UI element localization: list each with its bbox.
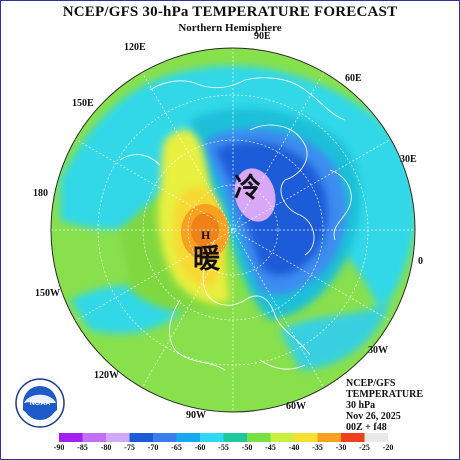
lon-label-180: 180: [33, 188, 48, 199]
page-title: NCEP/GFS 30-hPa TEMPERATURE FORECAST: [62, 4, 398, 20]
temperature-field: [51, 48, 415, 412]
colorbar-tick-label: -75: [124, 443, 135, 452]
colorbar-swatch: [341, 433, 365, 442]
lon-label-30w: 30W: [368, 345, 388, 356]
colorbar-swatch: [294, 433, 318, 442]
noaa-logo-text: NOAA: [30, 400, 51, 407]
noaa-logo: NOAA: [15, 378, 65, 428]
colorbar-tick-label: -85: [77, 443, 88, 452]
lon-label-60e: 60E: [345, 73, 362, 84]
colorbar-tick-label: -80: [100, 443, 112, 452]
lon-label-90e: 90E: [254, 31, 271, 42]
info-run: 00Z + f48: [346, 422, 387, 433]
cold-label: 冷: [234, 173, 261, 204]
colorbar-tick-label: -65: [171, 443, 182, 452]
lon-label-0: 0: [418, 256, 423, 267]
colorbar-tick-label: -25: [359, 443, 370, 452]
colorbar-swatch: [317, 433, 341, 442]
lon-label-120w: 120W: [94, 370, 119, 381]
lon-label-150e: 150E: [72, 98, 94, 109]
page-subtitle: Northern Hemisphere: [178, 22, 282, 34]
colorbar: [59, 433, 388, 442]
colorbar-swatch: [59, 433, 83, 442]
lon-label-150w: 150W: [35, 288, 60, 299]
colorbar-tick-label: -70: [147, 443, 159, 452]
colorbar-swatch: [129, 433, 153, 442]
info-level: 30 hPa: [346, 400, 376, 411]
colorbar-tick-label: -60: [194, 443, 206, 452]
info-variable: TEMPERATURE: [346, 389, 424, 400]
info-date: Nov 26, 2025: [346, 411, 401, 422]
colorbar-tick-label: -50: [241, 443, 253, 452]
info-model: NCEP/GFS: [346, 378, 396, 389]
lon-label-30e: 30E: [400, 154, 417, 165]
lon-label-90w: 90W: [186, 410, 206, 421]
forecast-info: NCEP/GFS TEMPERATURE 30 hPa Nov 26, 2025…: [346, 378, 423, 433]
colorbar-swatch: [200, 433, 224, 442]
colorbar-tick-label: -90: [53, 443, 65, 452]
colorbar-swatch: [106, 433, 130, 442]
high-pressure-label: H: [201, 228, 211, 242]
colorbar-swatch: [364, 433, 388, 442]
colorbar-swatch: [176, 433, 200, 442]
colorbar-swatch: [247, 433, 271, 442]
colorbar-tick-label: -45: [265, 443, 276, 452]
colorbar-swatch: [153, 433, 177, 442]
lon-label-60w: 60W: [286, 401, 306, 412]
colorbar-tick-label: -30: [335, 443, 347, 452]
lon-label-120e: 120E: [124, 42, 146, 53]
warm-label: 暖: [193, 244, 220, 275]
colorbar-swatch: [270, 433, 294, 442]
colorbar-tick-label: -55: [218, 443, 229, 452]
colorbar-tick-label: -20: [382, 443, 394, 452]
colorbar-swatch: [82, 433, 106, 442]
colorbar-tick-label: -35: [312, 443, 323, 452]
colorbar-tick-label: -40: [288, 443, 300, 452]
colorbar-swatch: [223, 433, 247, 442]
